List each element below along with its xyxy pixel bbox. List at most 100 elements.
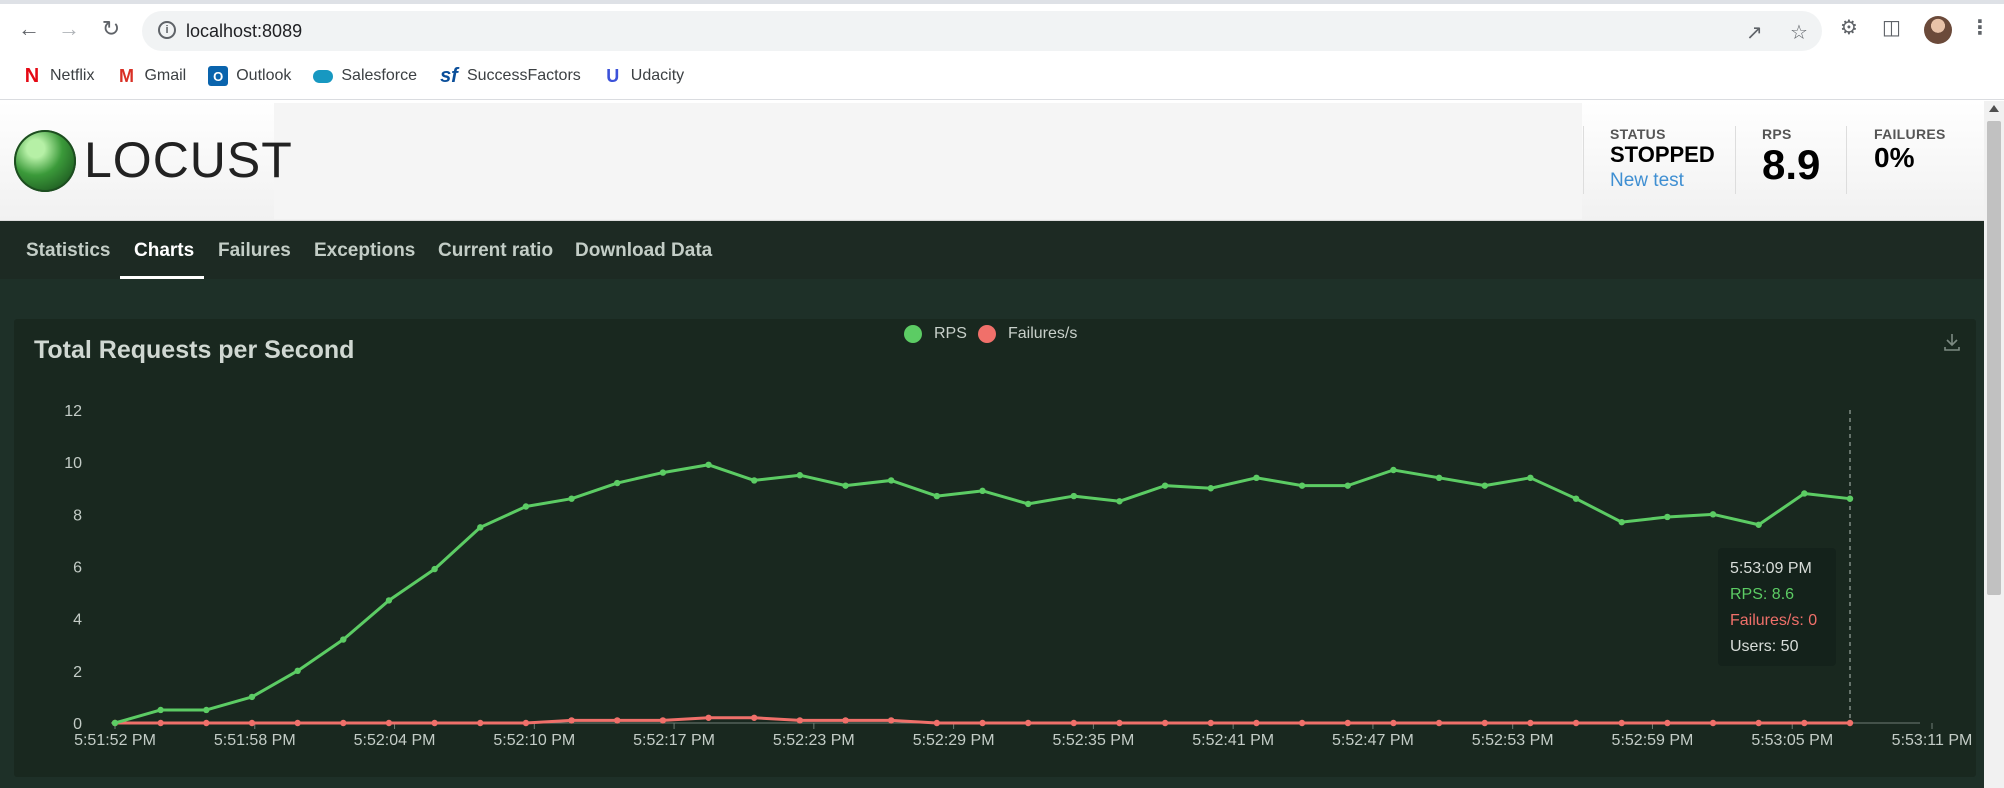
failures-data-point [340,719,347,727]
chart-panel [14,319,1976,777]
tooltip-users: Users: 50 [1730,638,1799,655]
page-scrollbar[interactable] [1984,101,2004,788]
failures-data-point [796,717,804,724]
rps-data-point [111,719,119,727]
status-block: STATUS STOPPED New test [1610,126,1715,192]
tab-download-data[interactable]: Download Data [575,240,713,261]
legend-rps[interactable]: RPS [904,325,967,343]
bookmark-udacity[interactable]: U Udacity [603,66,684,86]
failures-data-point [1618,719,1625,727]
rps-data-point [1344,482,1351,489]
browser-chrome: ← → ↻ i localhost:8089 ↗ ☆ ⚙ ◫ ⋮ N Netfl… [0,0,2004,100]
bookmark-label: Gmail [144,67,187,84]
tab-failures[interactable]: Failures [218,240,291,261]
bookmark-label: SuccessFactors [466,67,581,84]
failures-data-point [1801,719,1808,727]
legend-rps-label: RPS [934,325,967,342]
failures-data-point [1664,719,1671,727]
new-test-link[interactable]: New test [1610,170,1684,191]
failures-data-point [1709,719,1717,727]
bookmark-gmail[interactable]: M Gmail [116,66,186,86]
tooltip-failures: Failures/s: 0 [1730,612,1818,629]
profile-avatar[interactable] [1924,16,1952,44]
header-banner [274,103,1582,219]
bookmarks-bar: N Netflix M Gmail O Outlook Salesforce s… [0,60,684,92]
y-tick-label: 6 [73,560,82,577]
scroll-thumb[interactable] [1987,121,2001,595]
rps-data-point [1709,511,1717,518]
rps-data-point [1390,466,1397,474]
rps-data-point [431,565,438,573]
successfactors-icon: sf [440,64,458,87]
rps-data-point [751,477,758,484]
rps-data-point [522,503,530,510]
x-tick-label: 5:53:11 PM [1892,732,1973,749]
forward-icon[interactable]: → [58,16,80,41]
rps-data-point [842,482,849,489]
reload-icon[interactable]: ↻ [101,16,121,41]
tab-exceptions[interactable]: Exceptions [314,240,416,261]
failures-value: 0% [1874,142,1915,173]
failures-data-point [887,717,895,724]
rps-data-point [1298,482,1306,489]
scroll-up-icon[interactable] [1989,105,1999,112]
rps-data-point [157,706,164,714]
share-icon[interactable]: ↗ [1746,22,1763,44]
back-icon[interactable]: ← [18,16,40,41]
x-tick-label: 5:51:58 PM [214,732,296,749]
rps-data-point [340,636,347,643]
failures-data-point [1253,719,1260,727]
active-tab-indicator [120,276,204,279]
y-tick-label: 4 [73,612,82,629]
salesforce-icon [313,66,334,86]
status-value: STOPPED [1610,142,1715,167]
address-url[interactable]: localhost:8089 [186,21,303,41]
rps-data-point [1801,490,1808,497]
tab-strip [0,0,2004,4]
extensions-icon[interactable]: ⚙ [1840,17,1858,39]
menu-icon[interactable]: ⋮ [1970,17,1990,39]
y-tick-label: 0 [73,716,82,733]
download-chart-icon[interactable] [1942,332,1962,352]
bookmark-star-icon[interactable]: ☆ [1790,22,1808,44]
bookmark-label: Netflix [50,67,95,84]
failures-data-point [842,717,849,724]
bookmark-label: Udacity [630,67,685,84]
bookmark-successfactors[interactable]: sf SuccessFactors [439,64,581,87]
rps-data-point [1618,518,1625,526]
rps-data-point [933,492,941,500]
failures-data-point [1024,719,1032,727]
rps-data-point [1024,500,1032,508]
y-tick-label: 12 [64,403,82,420]
legend-rps-swatch [904,325,922,343]
legend-failures[interactable]: Failures/s [978,325,1077,343]
failures-data-point [1207,719,1214,727]
failures-data-point [1527,719,1534,727]
site-info-icon[interactable]: i [158,21,176,39]
x-tick-label: 5:52:23 PM [773,732,855,749]
bookmark-salesforce[interactable]: Salesforce [313,66,417,86]
rps-data-point [294,667,301,675]
rps-data-point [1572,495,1580,502]
failures-data-point [1298,719,1306,727]
failures-block: FAILURES 0% [1874,126,1946,174]
udacity-icon: U [606,65,620,86]
locust-logo-icon [14,130,76,192]
tab-current-ratio[interactable]: Current ratio [438,240,554,261]
rps-series-line [114,463,1851,725]
tab-statistics[interactable]: Statistics [26,240,111,261]
rps-data-point [1755,521,1762,528]
bookmark-netflix[interactable]: N Netflix [22,65,95,87]
side-panel-icon[interactable]: ◫ [1882,17,1901,39]
bookmark-outlook[interactable]: O Outlook [208,66,291,86]
chart-title: Total Requests per Second [34,336,355,364]
header-divider [1735,126,1736,194]
tab-charts[interactable]: Charts [134,240,195,261]
rps-block: RPS 8.9 [1762,126,1820,188]
failures-data-point [431,719,438,727]
rps-data-point [1116,498,1123,505]
x-tick-label: 5:52:47 PM [1332,732,1414,749]
failures-data-point [1755,719,1762,727]
address-bar[interactable]: i localhost:8089 ↗ ☆ [142,11,1822,51]
